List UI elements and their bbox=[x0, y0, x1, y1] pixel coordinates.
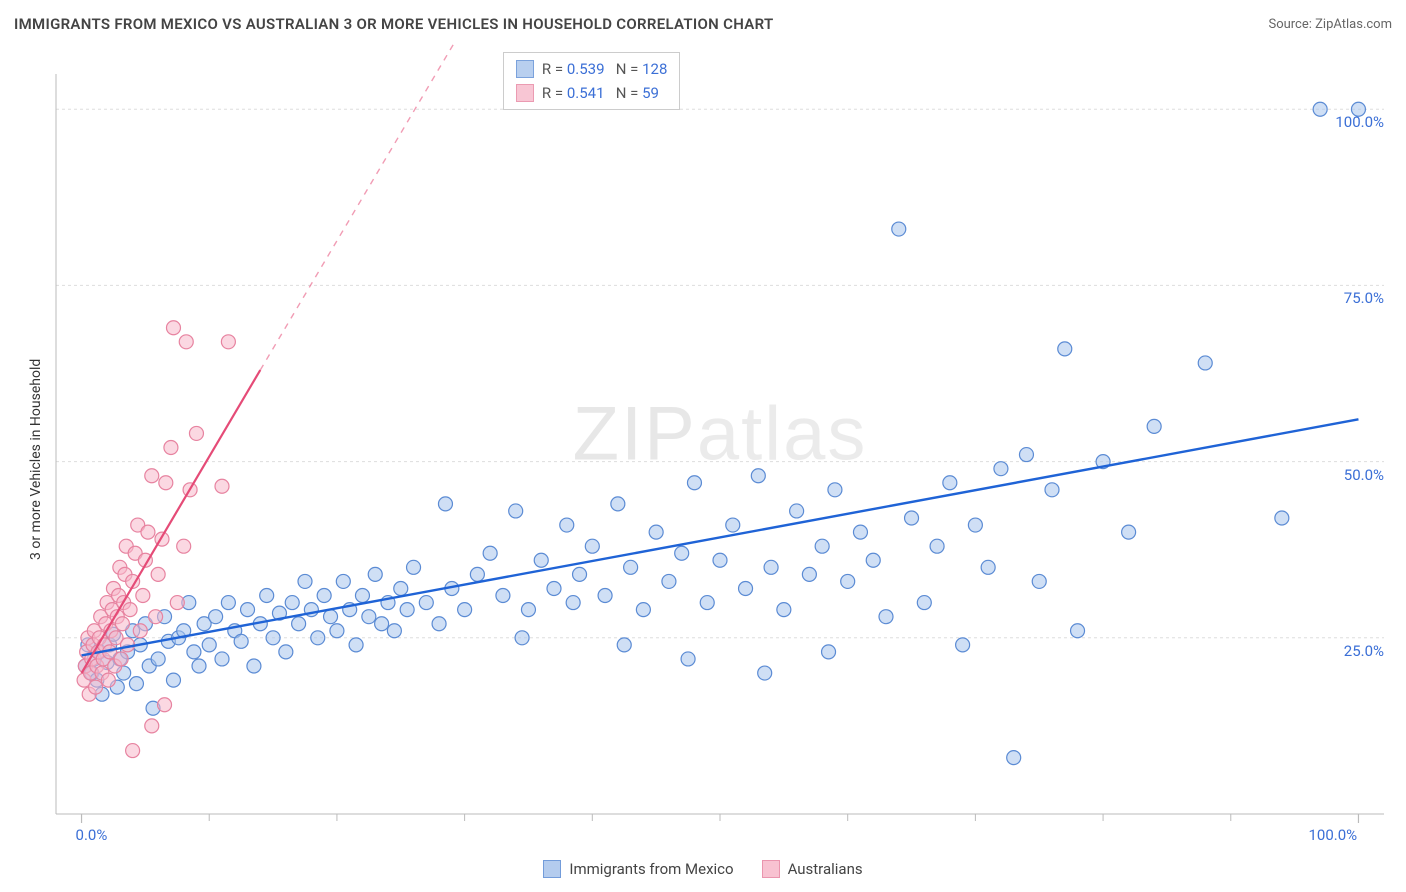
legend-item-aus: Australians bbox=[762, 860, 863, 878]
scatter-svg bbox=[48, 44, 1392, 838]
y-tick-label: 50.0% bbox=[1314, 466, 1384, 484]
y-tick-label: 25.0% bbox=[1314, 642, 1384, 660]
y-axis-label: 3 or more Vehicles in Household bbox=[28, 359, 44, 560]
plot-area: ZIPatlas bbox=[48, 44, 1392, 838]
legend-swatch-mexico bbox=[543, 860, 561, 878]
y-tick-label: 100.0% bbox=[1314, 113, 1384, 131]
x-tick-label: 0.0% bbox=[76, 826, 108, 844]
x-tick-label: 100.0% bbox=[1308, 826, 1357, 844]
y-tick-label: 75.0% bbox=[1314, 289, 1384, 307]
legend-label-mexico: Immigrants from Mexico bbox=[569, 860, 733, 878]
chart-title: IMMIGRANTS FROM MEXICO VS AUSTRALIAN 3 O… bbox=[14, 15, 773, 33]
legend-label-aus: Australians bbox=[788, 860, 863, 878]
series-legend: Immigrants from Mexico Australians bbox=[0, 860, 1406, 878]
legend-item-mexico: Immigrants from Mexico bbox=[543, 860, 733, 878]
stats-legend: R = 0.539 N = 128R = 0.541 N = 59 bbox=[503, 52, 680, 110]
source-label: Source: ZipAtlas.com bbox=[1268, 17, 1392, 32]
legend-swatch-aus bbox=[762, 860, 780, 878]
